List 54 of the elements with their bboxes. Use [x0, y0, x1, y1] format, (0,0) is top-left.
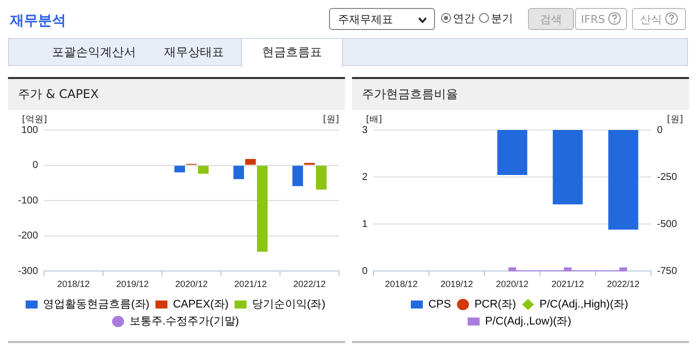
- x-tick-label: 2019/12: [116, 279, 149, 290]
- text: 검색: [528, 8, 574, 30]
- x-tick-label: 2022/12: [606, 279, 640, 290]
- text: 산식: [632, 8, 686, 30]
- y-tick-label: 100: [21, 124, 38, 136]
- text: 재무분석: [10, 12, 66, 30]
- legend-label: CPS: [428, 298, 451, 311]
- text: 연간: [452, 12, 475, 25]
- x-tick-label: 2018/12: [385, 279, 418, 290]
- legend-label: CAPEX(좌): [172, 298, 229, 311]
- y2-axis-title: [원]: [666, 114, 683, 125]
- x-tick-label: 2018/12: [57, 279, 90, 290]
- y-tick-label: -200: [18, 230, 38, 242]
- x-tick-label: 2022/12: [293, 279, 326, 290]
- y-axis-title: [배]: [366, 114, 382, 125]
- legend-label: PCR(좌): [474, 298, 516, 311]
- y-tick-label: -100: [18, 195, 38, 206]
- chart-title: 주가현금흐름비율: [352, 79, 689, 110]
- text: 현금흐름표: [241, 39, 343, 67]
- chart-title: 주가 & CAPEX: [8, 79, 345, 110]
- bar: [174, 166, 186, 172]
- bar: [316, 166, 327, 190]
- legend-label: 영업활동현금흐름(좌): [43, 298, 150, 311]
- y-tick-label: 3: [362, 124, 368, 136]
- text: 포괄손익계산서: [51, 44, 137, 61]
- bar: [245, 158, 256, 165]
- bar: [256, 166, 268, 252]
- y2-tick-label: -250: [656, 172, 678, 183]
- legend-label: 보통주.수정주가(기말): [130, 316, 239, 328]
- text: IFRS: [575, 8, 627, 30]
- y-tick-label: 2: [362, 172, 368, 183]
- text: 재무상태표: [163, 44, 225, 61]
- x-tick-label: 2019/12: [440, 279, 474, 290]
- x-tick-label: 2020/12: [496, 279, 529, 290]
- y2-tick-label: -750: [656, 266, 678, 277]
- bar: [233, 166, 244, 180]
- x-tick-label: 2021/12: [551, 279, 584, 290]
- y-tick-label: -300: [18, 266, 38, 277]
- y2-tick-label: 0: [656, 124, 663, 136]
- y2-axis-title: [원]: [322, 114, 339, 125]
- x-tick-label: 2021/12: [234, 279, 267, 290]
- legend-label: P/C(Adj.,High)(좌): [540, 298, 628, 311]
- y-tick-label: 0: [362, 266, 368, 277]
- y2-tick-label: -500: [656, 218, 678, 230]
- legend-label: P/C(Adj.,Low)(좌): [485, 316, 572, 328]
- bar: [198, 166, 209, 174]
- y-tick-label: 1: [362, 218, 368, 230]
- legend-label: 당기순이익(좌): [252, 298, 326, 311]
- y-axis-title: [억원]: [22, 114, 48, 125]
- y-tick-label: 0: [32, 160, 38, 172]
- text: 주재무제표: [329, 8, 435, 30]
- text: 분기: [490, 12, 513, 25]
- x-tick-label: 2020/12: [175, 279, 208, 290]
- bar: [292, 166, 304, 186]
